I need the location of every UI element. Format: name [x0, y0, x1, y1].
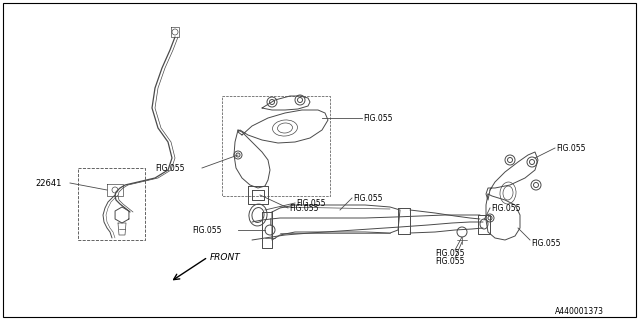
Text: FIG.055: FIG.055 — [192, 226, 221, 235]
Text: FRONT: FRONT — [210, 252, 241, 261]
Text: FIG.055: FIG.055 — [155, 164, 184, 172]
Text: FIG.055: FIG.055 — [353, 194, 383, 203]
Text: FIG.055: FIG.055 — [491, 204, 520, 212]
Text: FIG.055: FIG.055 — [296, 198, 326, 207]
Text: FIG.055: FIG.055 — [556, 143, 586, 153]
Text: FIG.055: FIG.055 — [531, 238, 561, 247]
Text: FIG.055: FIG.055 — [289, 204, 319, 212]
Text: FIG.055: FIG.055 — [363, 114, 392, 123]
Text: FIG.055: FIG.055 — [435, 249, 465, 258]
Text: 22641: 22641 — [35, 179, 61, 188]
Text: A440001373: A440001373 — [555, 308, 604, 316]
Text: FIG.055: FIG.055 — [435, 257, 465, 266]
